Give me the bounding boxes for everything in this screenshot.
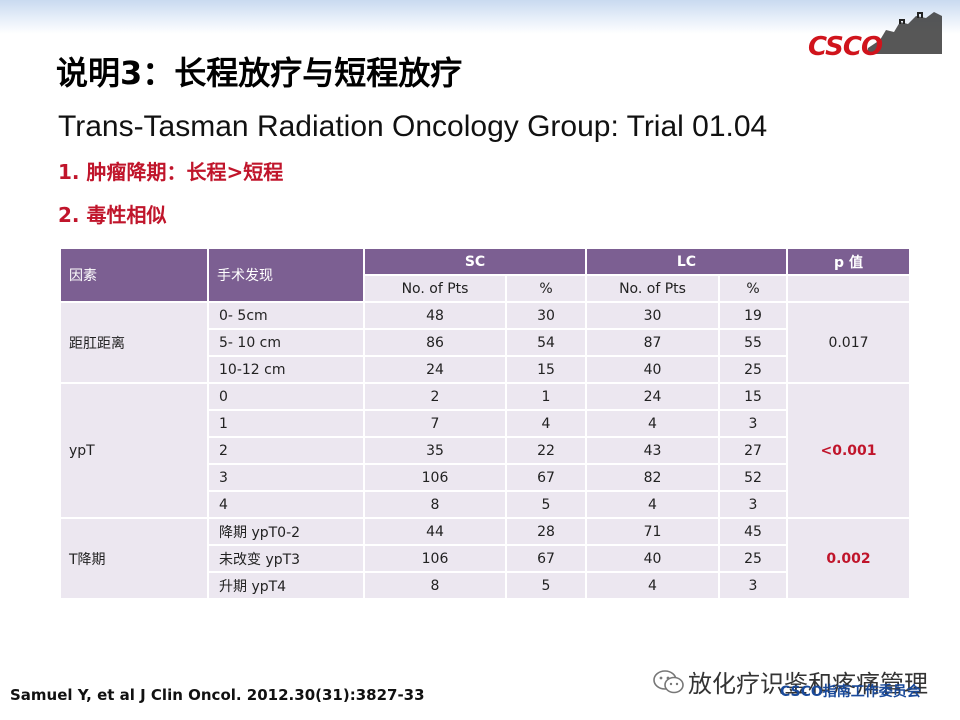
factor-cell: 距肛距离	[59, 301, 209, 384]
great-wall-icon	[868, 12, 942, 54]
finding-cell: 降期 ypT0-2	[207, 517, 365, 546]
finding-cell: 4	[207, 490, 365, 519]
sc-pct-cell: 15	[505, 355, 587, 384]
header-finding: 手术发现	[207, 247, 365, 303]
table-row: 距肛距离 0- 5cm 48 30 30 19 0.017	[59, 301, 911, 384]
header-p: p 值	[786, 247, 911, 276]
page-subtitle: Trans-Tasman Radiation Oncology Group: T…	[58, 110, 768, 143]
sc-no-pts-cell: 8	[363, 490, 507, 519]
sc-no-pts-cell: 8	[363, 571, 507, 600]
table-row: 10-12 cm 24 15 40 25	[60, 355, 910, 384]
header-p-blank	[786, 274, 911, 303]
wechat-icon	[653, 670, 684, 694]
p-value-cell: <0.001	[786, 382, 911, 519]
sc-no-pts-cell: 44	[363, 517, 507, 546]
table-row: 未改变 ypT3 106 67 40 25	[60, 544, 910, 573]
lc-pct-cell: 3	[718, 490, 788, 519]
lc-no-pts-cell: 40	[585, 544, 720, 573]
lc-no-pts-cell: 24	[585, 382, 720, 411]
header-sc-pct: %	[505, 274, 587, 303]
sc-no-pts-cell: 7	[363, 409, 507, 438]
sc-no-pts-cell: 35	[363, 436, 507, 465]
finding-cell: 未改变 ypT3	[207, 544, 365, 573]
sc-pct-cell: 67	[505, 544, 587, 573]
table-row: 3 106 67 82 52	[60, 463, 910, 492]
p-value-cell: 0.002	[786, 517, 911, 600]
lc-pct-cell: 52	[718, 463, 788, 492]
table-body: 距肛距离 0- 5cm 48 30 30 19 0.017 5- 10 cm 86 54 87 55 1…	[59, 301, 911, 600]
sc-no-pts-cell: 106	[363, 544, 507, 573]
lc-pct-cell: 19	[718, 301, 788, 330]
sc-pct-cell: 22	[505, 436, 587, 465]
header-sc: SC	[363, 247, 587, 276]
lc-pct-cell: 27	[718, 436, 788, 465]
lc-pct-cell: 3	[718, 571, 788, 600]
reference-citation: Samuel Y, et al J Clin Oncol. 2012.30(31…	[10, 686, 425, 704]
top-gradient-band	[0, 0, 960, 34]
lc-no-pts-cell: 30	[585, 301, 720, 330]
finding-cell: 2	[207, 436, 365, 465]
point-1: 1. 肿瘤降期：长程>短程	[58, 160, 284, 184]
p-value-cell: 0.017	[786, 301, 911, 384]
lc-pct-cell: 55	[718, 328, 788, 357]
header-lc: LC	[585, 247, 788, 276]
lc-no-pts-cell: 40	[585, 355, 720, 384]
factor-cell: ypT	[59, 382, 209, 519]
lc-pct-cell: 45	[718, 517, 788, 546]
header-sc-no-pts: No. of Pts	[363, 274, 507, 303]
header-factor: 因素	[59, 247, 209, 303]
finding-cell: 5- 10 cm	[207, 328, 365, 357]
table-row: ypT 0 2 1 24 15 <0.001	[59, 382, 911, 519]
lc-no-pts-cell: 71	[585, 517, 720, 546]
finding-cell: 3	[207, 463, 365, 492]
point-2: 2. 毒性相似	[58, 203, 167, 227]
finding-cell: 10-12 cm	[207, 355, 365, 384]
lc-no-pts-cell: 4	[585, 490, 720, 519]
lc-pct-cell: 25	[718, 355, 788, 384]
lc-no-pts-cell: 82	[585, 463, 720, 492]
sc-pct-cell: 1	[505, 382, 587, 411]
table-row: 5- 10 cm 86 54 87 55	[60, 328, 910, 357]
watermark-text: 放化疗识鉴和疼痛管理	[688, 670, 928, 698]
sc-no-pts-cell: 2	[363, 382, 507, 411]
finding-cell: 0	[207, 382, 365, 411]
sc-no-pts-cell: 24	[363, 355, 507, 384]
header-lc-pct: %	[718, 274, 788, 303]
sc-pct-cell: 54	[505, 328, 587, 357]
finding-cell: 0- 5cm	[207, 301, 365, 330]
finding-cell: 升期 ypT4	[207, 571, 365, 600]
lc-no-pts-cell: 4	[585, 571, 720, 600]
csco-logo: CSCO	[808, 10, 948, 70]
table-row: T降期 降期 ypT0-2 44 28 71 45 0.002	[59, 517, 911, 600]
factor-cell: T降期	[59, 517, 209, 600]
lc-pct-cell: 25	[718, 544, 788, 573]
sc-pct-cell: 4	[505, 409, 587, 438]
sc-pct-cell: 28	[505, 517, 587, 546]
table-row: 2 35 22 43 27	[60, 436, 910, 465]
sc-pct-cell: 5	[505, 571, 587, 600]
footer-org: CSCO指南工作委员会	[780, 684, 921, 700]
sc-pct-cell: 5	[505, 490, 587, 519]
page-title: 说明3：长程放疗与短程放疗	[56, 54, 463, 92]
sc-pct-cell: 67	[505, 463, 587, 492]
lc-no-pts-cell: 43	[585, 436, 720, 465]
results-table: 因素 手术发现 SC LC p 值 No. of Pts % No. of Pt…	[59, 247, 911, 600]
logo-text: CSCO	[808, 32, 883, 62]
table-row: 升期 ypT4 8 5 4 3	[60, 571, 910, 600]
sc-no-pts-cell: 48	[363, 301, 507, 330]
finding-cell: 1	[207, 409, 365, 438]
lc-no-pts-cell: 4	[585, 409, 720, 438]
sc-no-pts-cell: 86	[363, 328, 507, 357]
lc-pct-cell: 15	[718, 382, 788, 411]
lc-pct-cell: 3	[718, 409, 788, 438]
sc-pct-cell: 30	[505, 301, 587, 330]
lc-no-pts-cell: 87	[585, 328, 720, 357]
header-lc-no-pts: No. of Pts	[585, 274, 720, 303]
sc-no-pts-cell: 106	[363, 463, 507, 492]
